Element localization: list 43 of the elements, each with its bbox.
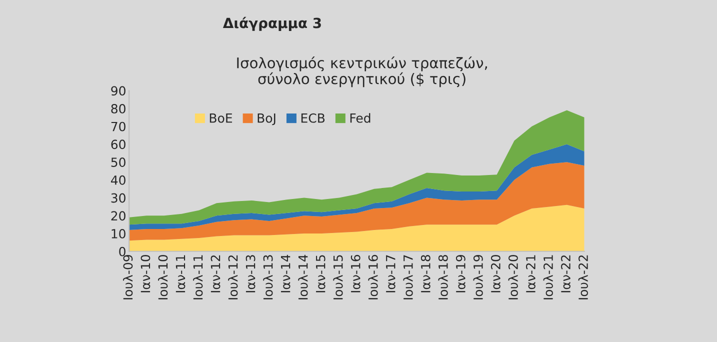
y-tick-label: 80 [111,104,126,114]
x-tick-label: Ιαν-17 [386,255,396,292]
y-tick-label: 50 [111,158,126,167]
x-tick-label: Ιουλ-15 [333,255,343,300]
y-tick-label: 90 [111,86,126,96]
x-tick-label: Ιουλ-21 [543,255,553,300]
y-tick-label: 70 [111,122,126,132]
y-tick-label: 60 [111,140,126,150]
y-tick-label: 0 [119,246,126,256]
x-tick-label: Ιουλ-14 [298,254,308,300]
legend-label: ECB [301,113,325,123]
x-tick-label: Ιαν-19 [456,255,466,292]
legend-label: BoJ [258,114,276,126]
y-tick-label: 40 [110,175,126,185]
x-tick-label: Ιαν-18 [420,255,430,292]
y-tick-label: 20 [111,211,126,221]
y-tick-label: 30 [111,193,126,203]
x-tick-label: Ιουλ-22 [578,255,588,300]
x-tick-label: Ιαν-10 [140,254,150,292]
x-tick-label: Ιαν-22 [561,255,570,292]
x-tick-label: Ιαν-21 [526,255,536,292]
x-tick-label: Ιουλ-19 [473,255,483,300]
chart-subtitle: Ισολογισμός κεντρικών τραπεζών, σύνολο ενεργητικού ($ τρις) [237,56,487,88]
x-tick-label: Ιαν-14 [281,254,290,292]
x-tick-label: Ιουλ-17 [403,255,413,300]
x-tick-label: Ιαν-11 [176,255,186,292]
x-tick-label: Ιουλ-16 [368,254,378,300]
x-tick-label: Ιουλ-11 [193,255,203,300]
x-tick-label: Ιαν-12 [210,255,220,292]
x-tick-label: Ιουλ-18 [438,255,448,300]
x-tick-label: Ιαν-13 [246,255,256,292]
x-tick-label: Ιαν-16 [350,254,360,292]
x-tick-label: Ιουλ-12 [228,255,238,300]
x-tick-label: Ιουλ-13 [263,255,273,300]
x-tick-label: Ιουλ-20 [508,254,518,300]
chart-title: Διάγραμμα 3 [222,16,321,31]
x-tick-label: Ιουλ-10 [158,254,168,300]
x-tick-label: Ιαν-15 [316,255,326,292]
legend-label: Fed [350,113,370,123]
y-tick-label: 10 [112,228,126,238]
x-tick-label: Ιουλ-09 [123,255,133,300]
x-tick-label: Ιαν-20 [490,254,500,292]
legend-label: BoE [210,114,232,123]
